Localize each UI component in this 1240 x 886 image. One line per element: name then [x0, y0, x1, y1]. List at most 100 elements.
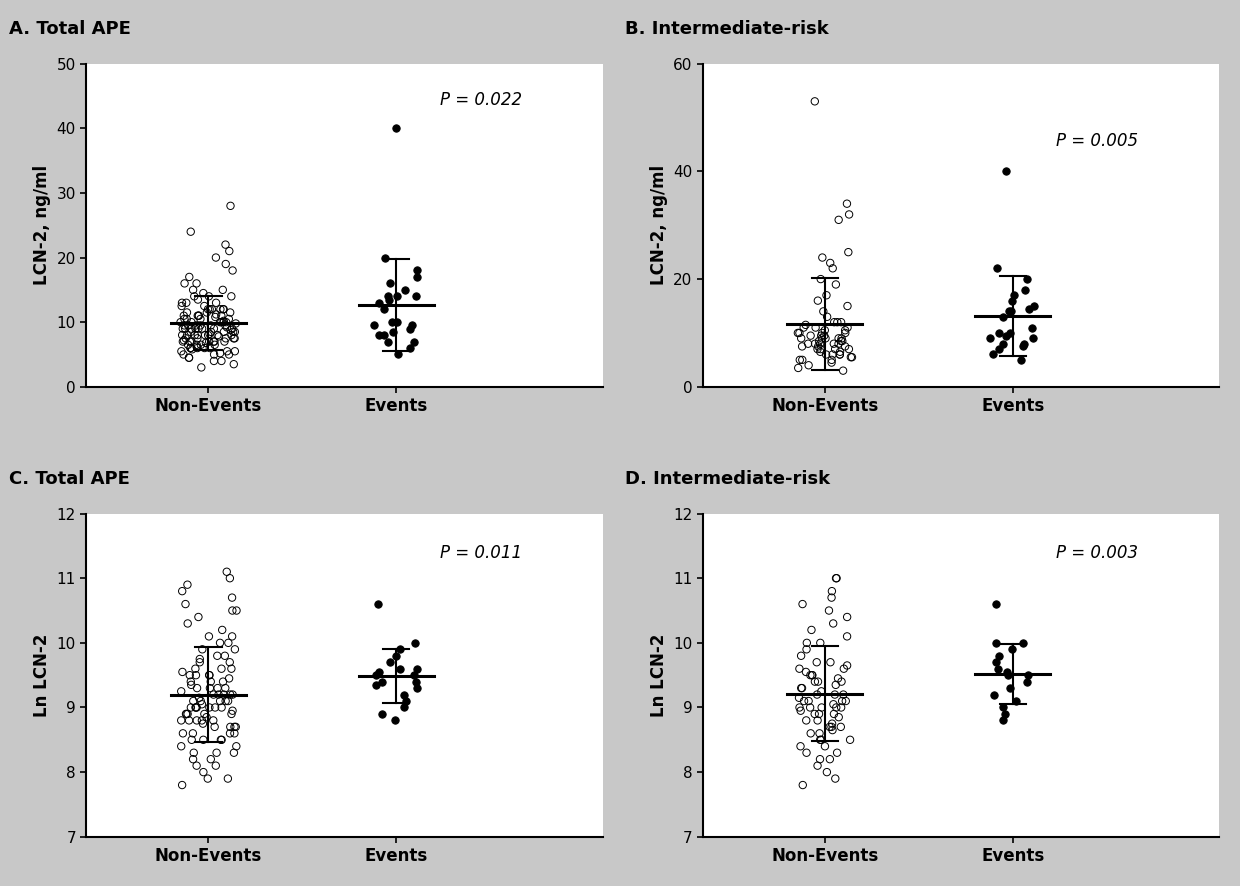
Point: [374, 251, 394, 265]
Point: [391, 642, 410, 657]
Point: [177, 578, 197, 592]
Point: [179, 338, 198, 352]
Point: [791, 649, 811, 663]
Point: [206, 307, 226, 322]
Point: [191, 361, 211, 375]
Point: [806, 321, 826, 335]
Point: [185, 328, 205, 342]
Point: [373, 302, 393, 316]
Point: [184, 694, 203, 708]
Point: [812, 701, 832, 715]
Point: [219, 571, 239, 586]
Point: [205, 322, 224, 336]
Point: [198, 328, 218, 342]
Point: [186, 668, 206, 682]
Point: [823, 697, 843, 711]
Point: [828, 213, 848, 227]
Point: [186, 662, 206, 676]
Point: [813, 304, 833, 318]
Point: [219, 727, 239, 741]
Point: [996, 329, 1016, 343]
Point: [213, 314, 233, 328]
Point: [838, 245, 858, 260]
Point: [822, 584, 842, 598]
Point: [192, 642, 212, 657]
Point: [823, 617, 843, 631]
Point: [205, 719, 224, 734]
Point: [394, 701, 414, 715]
Point: [223, 331, 243, 346]
Point: [987, 261, 1007, 276]
Point: [192, 322, 212, 336]
Point: [172, 322, 192, 336]
Point: [223, 325, 243, 339]
Point: [224, 344, 244, 358]
Point: [998, 668, 1018, 682]
Point: [184, 283, 203, 297]
Point: [836, 339, 856, 354]
Point: [372, 707, 392, 721]
Point: [791, 703, 811, 718]
Point: [407, 263, 427, 277]
Point: [172, 584, 192, 598]
Point: [379, 292, 399, 307]
Point: [805, 674, 825, 688]
Point: [219, 672, 239, 686]
Point: [218, 694, 238, 708]
Point: [810, 733, 830, 747]
Point: [191, 312, 211, 326]
Point: [198, 629, 218, 643]
Point: [993, 337, 1013, 351]
Point: [181, 322, 201, 336]
Point: [796, 318, 816, 332]
Point: [177, 617, 197, 631]
Point: [176, 597, 196, 611]
Point: [191, 318, 211, 332]
Point: [227, 739, 247, 753]
Point: [180, 668, 200, 682]
Point: [205, 338, 224, 352]
Point: [176, 296, 196, 310]
Point: [832, 334, 852, 348]
Point: [216, 681, 236, 696]
Point: [195, 299, 215, 313]
Point: [216, 257, 236, 271]
Point: [808, 334, 828, 348]
Point: [999, 304, 1019, 318]
Point: [1017, 272, 1037, 286]
Point: [394, 688, 414, 702]
Point: [187, 276, 207, 291]
Text: B. Intermediate-risk: B. Intermediate-risk: [625, 19, 830, 38]
Point: [407, 681, 427, 696]
Point: [193, 286, 213, 300]
Point: [171, 713, 191, 727]
Point: [815, 323, 835, 338]
Point: [184, 752, 203, 766]
Point: [799, 694, 818, 708]
Point: [830, 347, 849, 361]
Point: [221, 306, 241, 320]
Point: [172, 778, 192, 792]
Point: [826, 342, 846, 356]
Point: [195, 707, 215, 721]
Point: [841, 350, 861, 364]
Point: [815, 739, 835, 753]
Point: [796, 642, 816, 657]
Point: [1012, 353, 1032, 367]
Point: [184, 727, 203, 741]
Point: [1004, 288, 1024, 302]
Point: [791, 681, 811, 696]
Point: [822, 355, 842, 369]
Point: [207, 649, 227, 663]
Point: [208, 330, 228, 344]
Point: [988, 662, 1008, 676]
Point: [174, 333, 193, 347]
Point: [792, 353, 812, 367]
Point: [1023, 331, 1043, 346]
Point: [837, 629, 857, 643]
Point: [791, 739, 811, 753]
Point: [221, 323, 241, 337]
Point: [801, 623, 821, 637]
Point: [805, 94, 825, 108]
Point: [175, 322, 195, 336]
